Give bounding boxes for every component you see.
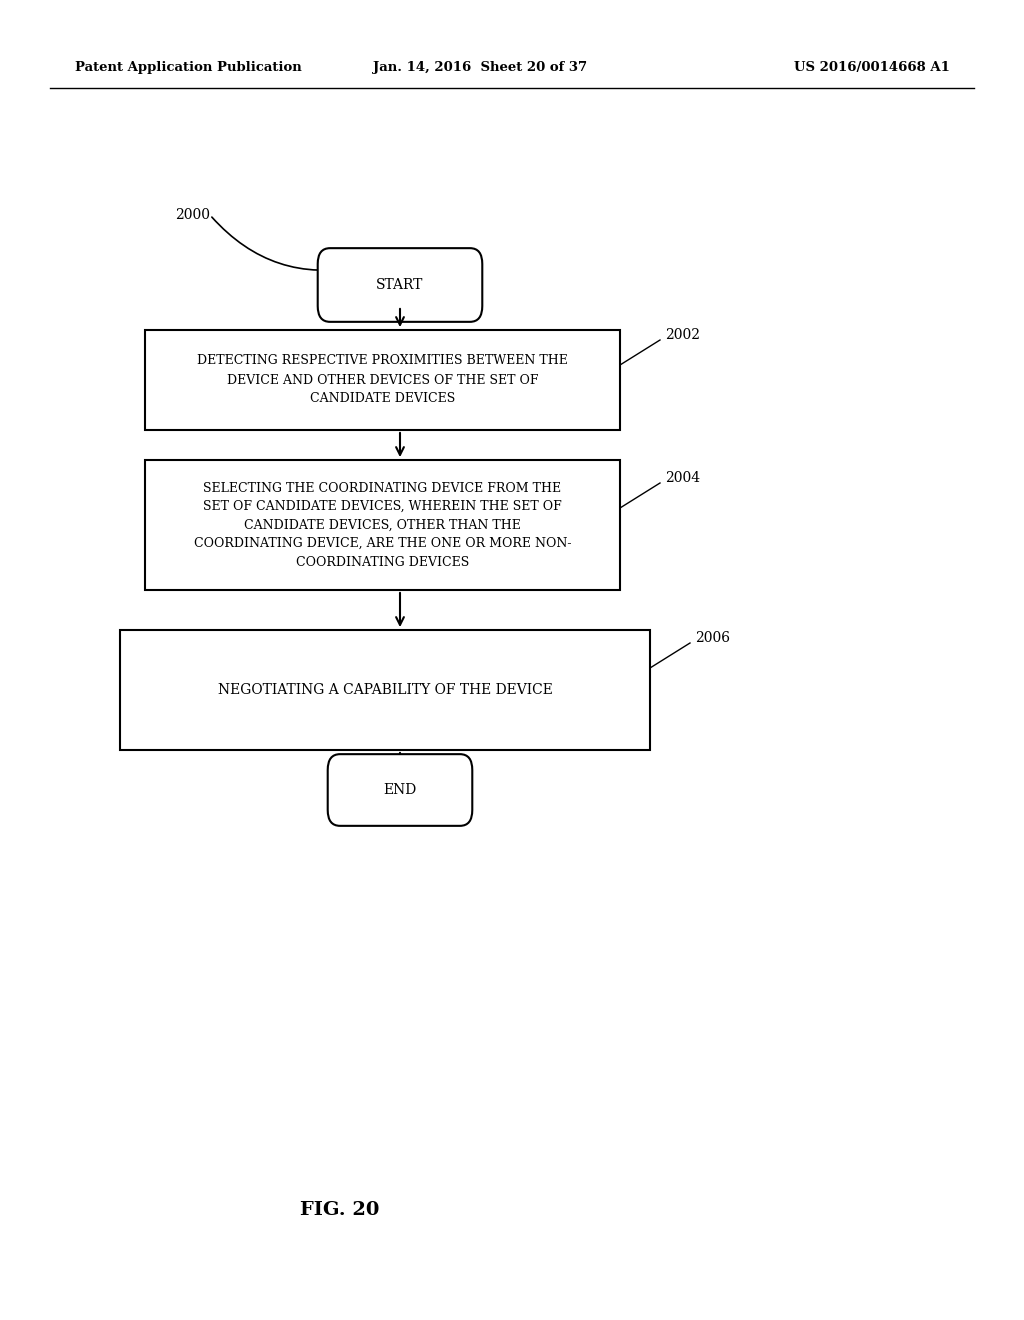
Text: Jan. 14, 2016  Sheet 20 of 37: Jan. 14, 2016 Sheet 20 of 37 — [373, 62, 587, 74]
FancyBboxPatch shape — [328, 754, 472, 826]
Text: Patent Application Publication: Patent Application Publication — [75, 62, 302, 74]
Text: END: END — [383, 783, 417, 797]
Text: US 2016/0014668 A1: US 2016/0014668 A1 — [795, 62, 950, 74]
Text: 2002: 2002 — [665, 327, 700, 342]
FancyBboxPatch shape — [317, 248, 482, 322]
Text: 2004: 2004 — [665, 471, 700, 484]
Text: SELECTING THE COORDINATING DEVICE FROM THE
SET OF CANDIDATE DEVICES, WHEREIN THE: SELECTING THE COORDINATING DEVICE FROM T… — [194, 482, 571, 569]
Text: DETECTING RESPECTIVE PROXIMITIES BETWEEN THE
DEVICE AND OTHER DEVICES OF THE SET: DETECTING RESPECTIVE PROXIMITIES BETWEEN… — [197, 355, 568, 405]
Text: NEGOTIATING A CAPABILITY OF THE DEVICE: NEGOTIATING A CAPABILITY OF THE DEVICE — [217, 682, 552, 697]
FancyBboxPatch shape — [120, 630, 650, 750]
Text: START: START — [376, 279, 424, 292]
FancyBboxPatch shape — [145, 330, 620, 430]
FancyBboxPatch shape — [145, 459, 620, 590]
Text: 2006: 2006 — [695, 631, 730, 645]
Text: 2000: 2000 — [175, 209, 210, 222]
Text: FIG. 20: FIG. 20 — [300, 1201, 380, 1218]
